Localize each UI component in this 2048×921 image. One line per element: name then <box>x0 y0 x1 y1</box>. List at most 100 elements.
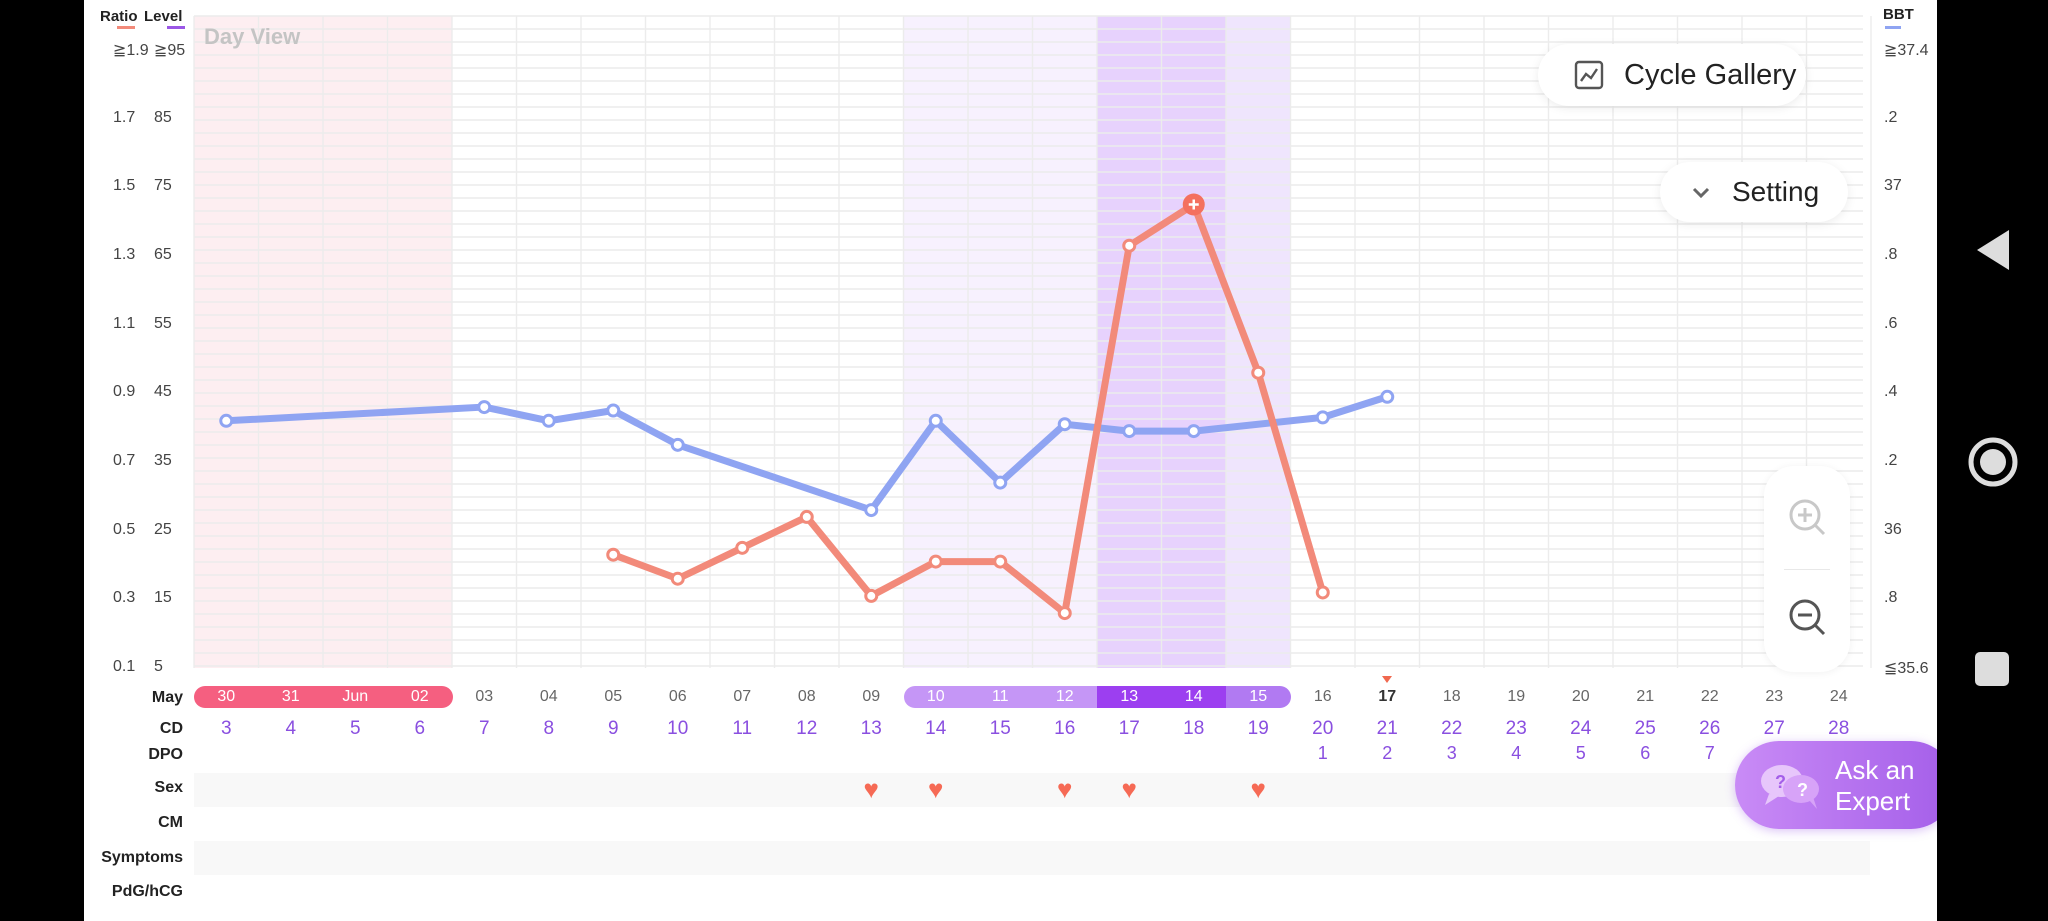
dpo-label: 2 <box>1382 743 1393 763</box>
bbt-point[interactable] <box>477 400 492 415</box>
bbt-point[interactable] <box>1315 410 1330 425</box>
ratio-tick-label: 0.1 <box>113 658 136 675</box>
date-label[interactable]: 18 <box>1442 688 1461 705</box>
dpo-label: 7 <box>1704 743 1715 763</box>
cycle-day-label: 25 <box>1634 718 1656 739</box>
cycle-day-label: 11 <box>732 718 753 739</box>
zoom-out-icon[interactable] <box>1788 598 1826 636</box>
zoom-controls <box>1764 466 1850 672</box>
dpo-label: 5 <box>1575 743 1586 763</box>
bbt-tick-label: .8 <box>1884 246 1898 263</box>
date-label[interactable]: 05 <box>604 688 623 705</box>
ratio-point[interactable] <box>670 571 685 586</box>
cycle-gallery-button[interactable]: Cycle Gallery <box>1538 44 1806 106</box>
row-label-cm: CM <box>158 814 183 831</box>
date-label[interactable]: 19 <box>1507 688 1526 705</box>
setting-button[interactable]: Setting <box>1660 162 1848 222</box>
heart-icon[interactable]: ♥ <box>863 774 879 804</box>
date-label[interactable]: 22 <box>1700 688 1719 705</box>
date-label[interactable]: 17 <box>1378 688 1397 705</box>
cycle-day-label: 6 <box>414 718 426 739</box>
recents-icon[interactable] <box>1975 652 2009 686</box>
back-icon[interactable] <box>1975 228 2011 272</box>
date-label[interactable]: 15 <box>1249 688 1268 705</box>
date-label[interactable]: 13 <box>1120 688 1139 705</box>
bbt-point[interactable] <box>219 413 234 428</box>
date-label[interactable]: 20 <box>1571 688 1590 705</box>
ratio-point[interactable] <box>1251 365 1266 380</box>
cycle-day-label: 8 <box>543 718 555 739</box>
setting-label: Setting <box>1732 176 1820 207</box>
row-label-cd: CD <box>159 720 183 737</box>
ratio-tick-label: 0.9 <box>113 383 136 401</box>
bbt-point[interactable] <box>864 503 879 518</box>
row-label-sex: Sex <box>154 779 183 796</box>
bbt-tick-label: .4 <box>1884 383 1898 401</box>
cycle-day-label: 23 <box>1505 718 1527 739</box>
bbt-tick-label: .8 <box>1884 589 1898 607</box>
date-label[interactable]: 09 <box>862 688 881 705</box>
ratio-point[interactable] <box>735 540 750 555</box>
ratio-point[interactable] <box>864 588 879 603</box>
date-label[interactable]: 04 <box>539 688 558 705</box>
date-label[interactable]: 08 <box>797 688 816 705</box>
bbt-point[interactable] <box>928 413 943 428</box>
ratio-point[interactable] <box>606 547 621 562</box>
svg-text:?: ? <box>1797 780 1808 800</box>
ratio-point[interactable] <box>1122 238 1137 253</box>
date-label[interactable]: 03 <box>475 688 494 705</box>
date-pill-segment <box>1226 686 1291 708</box>
ratio-point[interactable] <box>1057 606 1072 621</box>
level-tick-label: 15 <box>154 589 172 607</box>
ratio-legend-label: Ratio <box>100 8 138 25</box>
date-label[interactable]: 14 <box>1184 688 1203 705</box>
date-pill-segment <box>323 686 388 708</box>
heart-icon[interactable]: ♥ <box>1057 774 1073 804</box>
heart-icon[interactable]: ♥ <box>1121 774 1137 804</box>
bbt-point[interactable] <box>541 413 556 428</box>
date-label[interactable]: 07 <box>733 688 752 705</box>
row-label-pdg: PdG/hCG <box>111 883 183 900</box>
date-label[interactable]: 10 <box>926 688 945 705</box>
ratio-point[interactable] <box>1315 585 1330 600</box>
bbt-point[interactable] <box>1122 424 1137 439</box>
bbt-point[interactable] <box>993 475 1008 490</box>
date-label[interactable]: 24 <box>1829 688 1848 705</box>
ratio-point[interactable] <box>993 554 1008 569</box>
bbt-point[interactable] <box>606 403 621 418</box>
bbt-point[interactable] <box>670 437 685 452</box>
row-label-symptoms: Symptoms <box>101 849 183 866</box>
date-label[interactable]: 21 <box>1636 688 1655 705</box>
date-pill-segment <box>1032 686 1098 708</box>
bbt-point[interactable] <box>1057 417 1072 432</box>
chart-plot[interactable] <box>84 0 1937 921</box>
heart-icon[interactable]: ♥ <box>928 774 944 804</box>
date-label[interactable]: Jun <box>342 688 369 705</box>
level-tick-label: 5 <box>154 658 163 675</box>
level-tick-label: 35 <box>154 452 172 469</box>
ratio-point[interactable] <box>799 509 814 524</box>
svg-text:?: ? <box>1775 772 1786 792</box>
home-icon[interactable] <box>1968 437 2018 487</box>
level-tick-label: 45 <box>154 383 172 401</box>
bbt-point[interactable] <box>1186 424 1201 439</box>
date-label[interactable]: 30 <box>217 688 236 705</box>
date-label[interactable]: 12 <box>1055 688 1074 705</box>
date-label[interactable]: 31 <box>281 688 300 705</box>
ratio-point[interactable] <box>928 554 943 569</box>
date-label[interactable]: 02 <box>410 688 429 705</box>
date-label[interactable]: 11 <box>991 688 1009 705</box>
date-label[interactable]: 16 <box>1313 688 1332 705</box>
ratio-tick-label: 1.5 <box>113 177 136 195</box>
date-pill-segment <box>387 686 453 708</box>
heart-icon[interactable]: ♥ <box>1250 774 1266 804</box>
cycle-day-label: 14 <box>925 718 947 739</box>
date-label[interactable]: 06 <box>668 688 687 705</box>
zoom-in-icon[interactable] <box>1788 498 1826 536</box>
bbt-point[interactable] <box>1380 389 1395 404</box>
cycle-day-label: 20 <box>1312 718 1334 739</box>
date-label[interactable]: 23 <box>1765 688 1784 705</box>
ask-expert-button[interactable]: ?? Ask an Expert <box>1735 741 1937 829</box>
ask-expert-line1: Ask an <box>1835 755 1915 785</box>
date-pill-segment <box>258 686 324 708</box>
